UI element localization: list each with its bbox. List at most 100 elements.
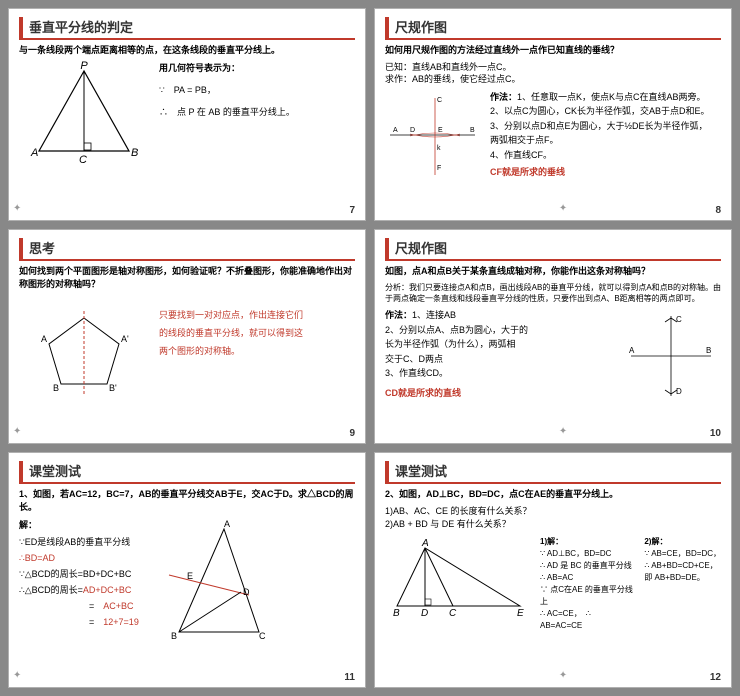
svg-text:A: A xyxy=(41,334,47,344)
svg-text:D: D xyxy=(243,587,250,597)
svg-text:A: A xyxy=(224,519,230,529)
answer-1-label: 1)解： xyxy=(540,536,634,548)
solution-label: 解： xyxy=(19,517,139,533)
slide-title: 课堂测试 xyxy=(19,461,355,484)
a1-line-4: ∵ 点C在AE 的垂直平分线上 xyxy=(540,584,634,608)
slide-title: 课堂测试 xyxy=(385,461,721,484)
step-3: 3、作直线CD。 xyxy=(385,367,611,381)
line-4r: AD+DC+BC xyxy=(83,585,132,595)
a1-line-2: ∴ AD 是 BC 的垂直平分线 xyxy=(540,560,634,572)
svg-text:A: A xyxy=(629,346,635,355)
conclusion: ∴ 点 P 在 AB 的垂直平分线上。 xyxy=(159,105,295,119)
lead-text: 如何用尺规作图的方法经过直线外一点作已知直线的垂线？ xyxy=(385,44,721,57)
star-icon: ✦ xyxy=(559,670,567,681)
step-2: 2、以点C为圆心，CK长为半径作弧，交AB于点D和E。 xyxy=(490,105,710,119)
a1-line-3: ∴ AB=AC xyxy=(540,572,634,584)
svg-text:B': B' xyxy=(109,383,117,393)
line-3: ∵△BCD的周长=BD+DC+BC xyxy=(19,566,139,582)
slide-title: 尺规作图 xyxy=(385,17,721,40)
star-icon: ✦ xyxy=(559,426,567,437)
line-1: ∵ED是线段AB的垂直平分线 xyxy=(19,534,139,550)
bisector-diagram: A B C D xyxy=(621,308,721,403)
text-3: 两个图形的对称轴。 xyxy=(159,342,303,360)
line-5r: AC+BC xyxy=(103,601,133,611)
slide-10: 尺规作图 如图，点A和点B关于某条直线成轴对称，你能作出这条对称轴吗？ 分析：我… xyxy=(374,229,732,444)
svg-text:B: B xyxy=(706,346,711,355)
result: CF就是所求的垂线 xyxy=(490,166,710,180)
svg-text:C: C xyxy=(676,315,682,324)
svg-text:E: E xyxy=(438,127,443,134)
step-1: 1、任意取一点K，使点K与点C在直线AB两旁。 xyxy=(517,92,706,102)
problem: 1、如图，若AC=12，BC=7，AB的垂直平分线交AB于E，交AC于D。求△B… xyxy=(19,488,355,513)
text-1: 只要找到一对对应点，作出连接它们 xyxy=(159,306,303,324)
line-6: = xyxy=(89,617,94,627)
svg-text:B: B xyxy=(171,631,177,641)
step-2b: 长为半径作弧（为什么），两弧相 xyxy=(385,338,611,352)
result: CD就是所求的直线 xyxy=(385,387,611,401)
svg-text:P: P xyxy=(80,61,88,72)
given-2: 求作：AB的垂线，使它经过点C。 xyxy=(385,73,721,86)
svg-text:D: D xyxy=(421,608,428,619)
pentagon-diagram: A A' B B' xyxy=(19,306,149,401)
lead-text: 与一条线段两个端点距离相等的点，在这条线段的垂直平分线上。 xyxy=(19,44,355,57)
analysis: 分析：我们只要连接点A和点B，画出线段AB的垂直平分线，就可以得到点A和点B的对… xyxy=(385,282,721,304)
a1-line-1: ∵ AD⊥BC，BD=DC xyxy=(540,548,634,560)
svg-text:A: A xyxy=(393,127,398,134)
slide-title: 尺规作图 xyxy=(385,238,721,261)
page-number: 12 xyxy=(710,672,721,683)
svg-text:C: C xyxy=(449,608,457,619)
star-icon: ✦ xyxy=(13,670,21,681)
svg-text:D: D xyxy=(676,387,682,396)
step-4: 4、作直线CF。 xyxy=(490,149,710,163)
page-number: 10 xyxy=(710,428,721,439)
a2-line-3: 即 AB+BD=DE。 xyxy=(644,572,721,584)
step-2c: 交于C、D两点 xyxy=(385,353,611,367)
slide-7: 垂直平分线的判定 与一条线段两个端点距离相等的点，在这条线段的垂直平分线上。 P… xyxy=(8,8,366,221)
lead-text: 如图，点A和点B关于某条直线成轴对称，你能作出这条对称轴吗？ xyxy=(385,265,721,278)
notation-label: 用几何符号表示为： xyxy=(159,61,295,75)
line-6r: 12+7=19 xyxy=(103,617,139,627)
page-number: 11 xyxy=(344,672,355,683)
svg-text:C: C xyxy=(259,631,266,641)
svg-text:A: A xyxy=(421,538,429,549)
step-3: 3、分别以点D和点E为圆心，大于½DE长为半径作弧， xyxy=(490,120,710,134)
star-icon: ✦ xyxy=(559,203,567,214)
svg-text:A': A' xyxy=(121,334,129,344)
given: ∵ PA = PB， xyxy=(159,83,295,97)
svg-text:C: C xyxy=(79,154,87,166)
page-number: 9 xyxy=(349,428,355,439)
steps-label: 作法： xyxy=(490,92,517,102)
svg-text:C: C xyxy=(437,97,442,104)
slide-9: 思考 如何找到两个平面图形是轴对称图形，如何验证呢？不折叠图形，你能准确地作出对… xyxy=(8,229,366,444)
svg-text:E: E xyxy=(517,608,524,619)
steps-label: 作法： xyxy=(385,310,412,320)
answer-2-label: 2)解： xyxy=(644,536,721,548)
svg-text:B: B xyxy=(393,608,400,619)
page-number: 7 xyxy=(349,205,355,216)
star-icon: ✦ xyxy=(13,203,21,214)
question-2: 2)AB + BD 与 DE 有什么关系？ xyxy=(385,518,721,532)
a1-line-5: ∴ AC=CE， ∴ AB=AC=CE xyxy=(540,608,634,632)
lead-text: 如何找到两个平面图形是轴对称图形，如何验证呢？不折叠图形，你能准确地作出对称图形… xyxy=(19,265,355,290)
page-number: 8 xyxy=(715,205,721,216)
a2-line-2: ∴ AB+BD=CD+CE， xyxy=(644,560,721,572)
svg-text:B: B xyxy=(470,127,475,134)
svg-text:B: B xyxy=(131,147,138,159)
line-2: ∴BD=AD xyxy=(19,550,139,566)
text-2: 的线段的垂直平分线，就可以得到这 xyxy=(159,324,303,342)
svg-text:D: D xyxy=(410,127,415,134)
step-2: 2、分别以点A、点B为圆心，大于的 xyxy=(385,324,611,338)
slide-title: 垂直平分线的判定 xyxy=(19,17,355,40)
triangle-diagram: P A B C xyxy=(19,61,149,171)
step-3b: 两弧相交于点F。 xyxy=(490,134,710,148)
slide-title: 思考 xyxy=(19,238,355,261)
problem: 2、如图，AD⊥BC，BD=DC，点C在AE的垂直平分线上。 xyxy=(385,488,721,501)
svg-text:F: F xyxy=(437,165,441,172)
question-1: 1)AB、AC、CE 的长度有什么关系？ xyxy=(385,505,721,519)
svg-text:A: A xyxy=(30,147,38,159)
slide-11: 课堂测试 1、如图，若AC=12，BC=7，AB的垂直平分线交AB于E，交AC于… xyxy=(8,452,366,688)
svg-text:B: B xyxy=(53,383,59,393)
line-5: = xyxy=(89,601,94,611)
triangle-diagram-3: A B D C E xyxy=(385,536,530,621)
svg-text:E: E xyxy=(187,571,193,581)
